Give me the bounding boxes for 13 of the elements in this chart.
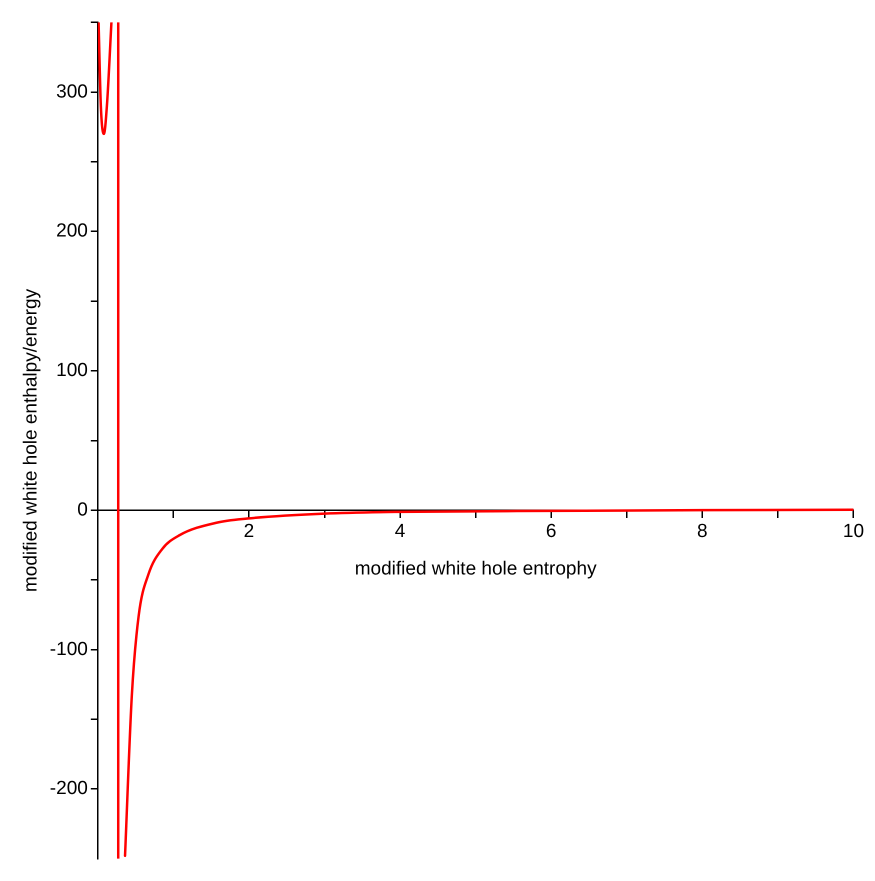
y-tick-label: 100 [56, 360, 88, 382]
x-tick-label: 4 [394, 520, 406, 542]
y-tick-label: -200 [50, 778, 88, 800]
y-axis-title: modified white hole enthalpy/energy [20, 288, 42, 592]
y-tick-label: 200 [56, 220, 88, 242]
x-tick-label: 8 [697, 520, 708, 542]
x-tick-label: 2 [244, 520, 254, 542]
y-tick-label: 300 [56, 81, 88, 102]
y-tick-label: 0 [77, 499, 88, 520]
x-tick-label: 10 [842, 520, 864, 542]
x-axis-title: modified white hole entrophy [354, 558, 598, 580]
x-tick-label: 6 [546, 520, 556, 542]
y-tick-label: -100 [50, 638, 88, 660]
